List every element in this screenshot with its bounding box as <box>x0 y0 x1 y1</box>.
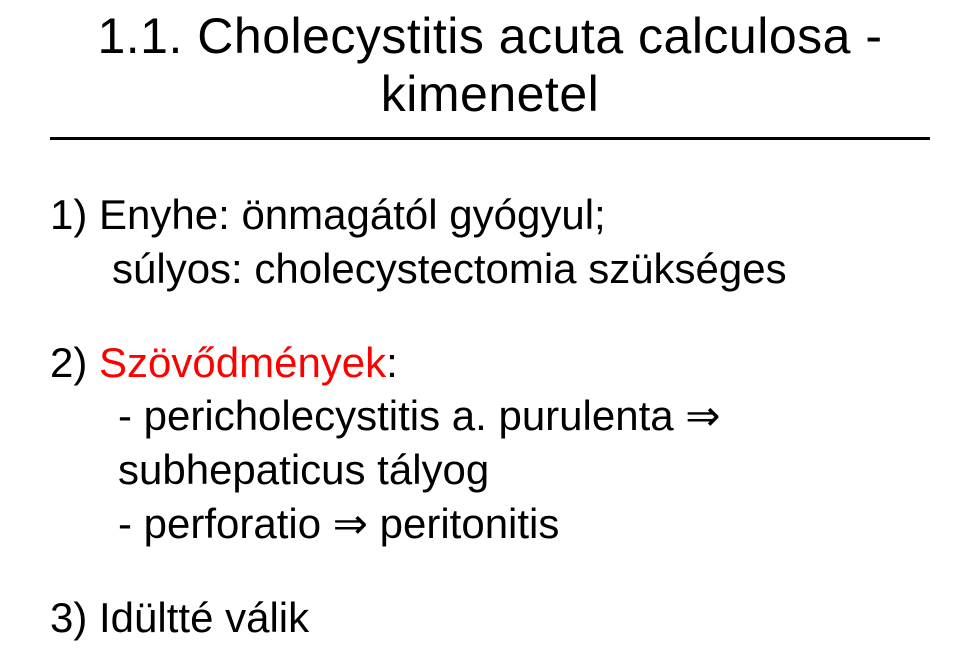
item-2-sub1-prefix: - pericholecystitis a. purulenta <box>118 392 685 439</box>
item-2: 2) Szövődmények: - pericholecystitis a. … <box>50 336 930 551</box>
double-arrow-icon: ⇒ <box>685 392 720 439</box>
slide: 1.1. Cholecystitis acuta calculosa - kim… <box>0 0 960 667</box>
item-2-sub1-line2: subhepaticus tályog <box>118 446 489 493</box>
item-1-lead: 1) Enyhe: <box>50 191 230 238</box>
title-line2: kimenetel <box>381 66 600 122</box>
item-1-rest1: önmagától gyógyul; <box>230 191 606 238</box>
item-2-sub2: - perforatio ⇒ peritonitis <box>50 497 930 551</box>
item-2-sub2-prefix: - perforatio <box>118 500 333 547</box>
item-1-line2: súlyos: cholecystectomia szükséges <box>50 242 930 296</box>
title-line1: 1.1. Cholecystitis acuta calculosa - <box>97 8 882 64</box>
item-2-sub2-tail: peritonitis <box>368 500 559 547</box>
item-3: 3) Idültté válik <box>50 591 930 645</box>
item-2-lead: 2) <box>50 339 99 386</box>
double-arrow-icon: ⇒ <box>333 500 368 547</box>
item-1: 1) Enyhe: önmagától gyógyul; súlyos: cho… <box>50 188 930 296</box>
item-2-sub1: - pericholecystitis a. purulenta ⇒ subhe… <box>50 389 930 497</box>
item-2-colon: : <box>386 339 398 386</box>
slide-title: 1.1. Cholecystitis acuta calculosa - kim… <box>50 8 930 140</box>
slide-body: 1) Enyhe: önmagától gyógyul; súlyos: cho… <box>50 188 930 644</box>
item-2-keyword: Szövődmények <box>99 339 386 386</box>
